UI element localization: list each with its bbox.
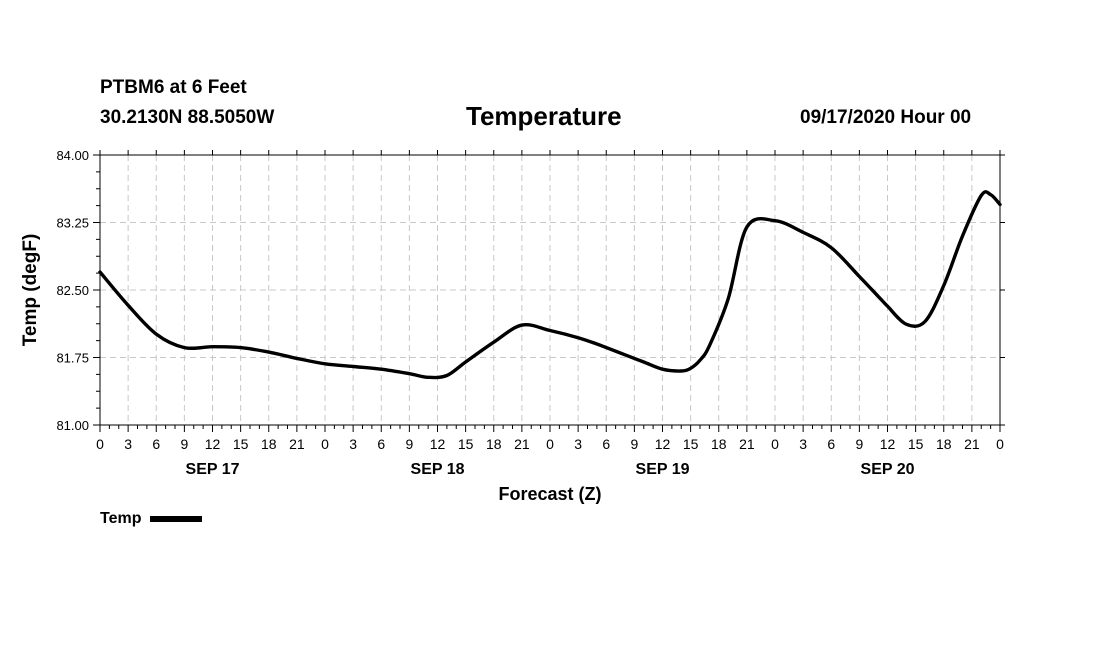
label-layer: 81.00 81.75 82.50 83.25 84.00 0 3 6 9 12 15 18 21 0 3 6…: [56, 148, 1004, 478]
x-tick-label: 0: [96, 436, 104, 452]
x-tick-label: 18: [486, 436, 502, 452]
y-tick-label: 81.75: [56, 351, 89, 366]
tick-layer: [93, 150, 1005, 432]
legend-swatch-temp: [150, 516, 203, 522]
day-label: SEP 18: [411, 461, 465, 478]
x-tick-label: 9: [180, 436, 188, 452]
x-tick-label: 15: [233, 436, 249, 452]
x-tick-label: 0: [546, 436, 554, 452]
x-tick-label: 0: [996, 436, 1004, 452]
x-tick-label: 21: [739, 436, 755, 452]
x-tick-label: 18: [936, 436, 952, 452]
x-tick-label: 3: [349, 436, 357, 452]
y-tick-label: 84.00: [56, 148, 89, 163]
x-tick-label: 12: [205, 436, 221, 452]
y-axis-title: Temp (degF): [20, 234, 41, 347]
x-tick-label: 15: [908, 436, 924, 452]
x-tick-label: 3: [574, 436, 582, 452]
legend-label: Temp: [100, 510, 142, 527]
x-tick-label: 0: [771, 436, 779, 452]
x-tick-label: 12: [430, 436, 446, 452]
x-tick-label: 6: [377, 436, 385, 452]
x-axis-title: Forecast (Z): [498, 484, 601, 504]
x-tick-label: 18: [711, 436, 727, 452]
x-tick-label: 12: [655, 436, 671, 452]
day-label: SEP 19: [636, 461, 690, 478]
x-tick-label: 21: [964, 436, 980, 452]
y-tick-label: 82.50: [56, 283, 89, 298]
plot-frame: [99, 154, 1001, 426]
day-label: SEP 20: [861, 461, 915, 478]
grid-layer: [100, 155, 1000, 425]
day-label: SEP 17: [186, 461, 240, 478]
x-tick-label: 9: [855, 436, 863, 452]
x-tick-label: 15: [458, 436, 474, 452]
x-tick-label: 21: [289, 436, 305, 452]
x-tick-label: 9: [405, 436, 413, 452]
coordinates-label: 30.2130N 88.5050W: [100, 107, 275, 128]
x-tick-label: 21: [514, 436, 530, 452]
x-tick-label: 3: [124, 436, 132, 452]
x-tick-label: 6: [602, 436, 610, 452]
x-tick-label: 3: [799, 436, 807, 452]
forecast-timestamp: 09/17/2020 Hour 00: [800, 107, 972, 128]
x-tick-label: 18: [261, 436, 277, 452]
y-tick-label: 81.00: [56, 418, 89, 433]
y-tick-label: 83.25: [56, 216, 89, 231]
x-tick-label: 6: [827, 436, 835, 452]
x-tick-label: 15: [683, 436, 699, 452]
chart-title: Temperature: [466, 101, 622, 131]
station-label: PTBM6 at 6 Feet: [100, 77, 247, 98]
x-tick-label: 12: [880, 436, 896, 452]
legend: Temp: [100, 510, 203, 528]
x-tick-label: 9: [630, 436, 638, 452]
x-tick-label: 0: [321, 436, 329, 452]
series-line-temp: [98, 190, 1002, 380]
x-tick-label: 6: [152, 436, 160, 452]
